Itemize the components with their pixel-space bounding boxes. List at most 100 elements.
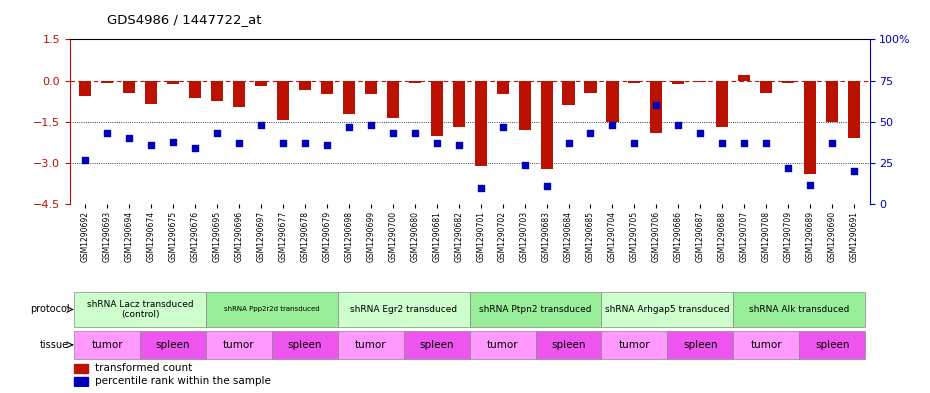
Point [846,168,861,174]
Bar [536,331,602,359]
Point [825,140,840,147]
Point [561,140,576,147]
Text: GDS4986 / 1447722_at: GDS4986 / 1447722_at [107,13,261,26]
Bar [189,81,201,98]
Bar [602,292,734,327]
Bar [782,81,794,83]
Point [143,142,158,148]
Point [803,182,817,188]
Text: shRNA Egr2 transduced: shRNA Egr2 transduced [351,305,458,314]
Point [364,122,379,128]
Bar [470,292,602,327]
Bar [474,81,486,166]
Point [275,140,290,147]
Text: shRNA Ptpn2 transduced: shRNA Ptpn2 transduced [479,305,591,314]
Point [495,124,510,130]
Text: protocol: protocol [30,305,70,314]
Bar [206,292,338,327]
Text: tumor: tumor [751,340,782,350]
Point [473,185,488,191]
Bar [343,81,355,114]
Text: spleen: spleen [551,340,586,350]
Bar [408,81,420,83]
Text: spleen: spleen [684,340,718,350]
Text: tumor: tumor [223,340,255,350]
Bar [606,81,618,122]
Bar [799,331,865,359]
Text: transformed count: transformed count [96,364,193,373]
Bar [387,81,399,118]
Bar [431,81,443,136]
Point [715,140,730,147]
Bar [140,331,206,359]
Point [737,140,751,147]
Bar [738,75,751,81]
Bar [74,292,206,327]
Text: shRNA Alk transduced: shRNA Alk transduced [749,305,849,314]
Point [100,130,114,136]
Bar [716,81,728,127]
Point [209,130,224,136]
Bar [734,331,799,359]
Text: shRNA Ppp2r2d transduced: shRNA Ppp2r2d transduced [224,307,320,312]
Text: tumor: tumor [91,340,123,350]
Bar [519,81,531,130]
Bar [145,81,157,104]
Bar [74,331,140,359]
Bar [79,81,91,95]
Text: tumor: tumor [486,340,518,350]
Point [232,140,246,147]
Text: shRNA Lacz transduced
(control): shRNA Lacz transduced (control) [86,300,193,319]
Bar [804,81,817,174]
Point [166,138,180,145]
Text: percentile rank within the sample: percentile rank within the sample [96,376,272,386]
Bar [255,81,267,86]
Bar [232,81,245,107]
Point [605,122,620,128]
Bar [760,81,772,93]
Point [627,140,642,147]
Text: shRNA Arhgap5 transduced: shRNA Arhgap5 transduced [605,305,730,314]
Bar [453,81,465,127]
Bar [540,81,552,169]
Text: spleen: spleen [815,340,849,350]
Point [759,140,774,147]
Bar [123,81,135,93]
Bar [470,331,536,359]
Bar [668,331,734,359]
Text: tumor: tumor [355,340,387,350]
Bar [826,81,838,122]
Bar [272,331,338,359]
Bar [602,331,668,359]
Text: spleen: spleen [419,340,454,350]
Bar [734,292,865,327]
Point [451,142,466,148]
Point [298,140,312,147]
Text: tumor: tumor [618,340,650,350]
Point [319,142,334,148]
Bar [101,81,113,83]
Point [385,130,400,136]
Bar [404,331,470,359]
Point [671,122,685,128]
Text: spleen: spleen [155,340,191,350]
Bar [672,81,684,84]
Bar [73,377,88,386]
Bar [299,81,311,90]
Point [539,183,554,189]
Text: spleen: spleen [287,340,322,350]
Point [430,140,445,147]
Bar [365,81,377,94]
Bar [338,292,470,327]
Point [781,165,796,171]
Point [122,135,137,141]
Bar [167,81,179,84]
Point [517,162,532,168]
Bar [206,331,272,359]
Bar [695,81,707,82]
Point [254,122,269,128]
Bar [848,81,860,138]
Bar [650,81,662,133]
Point [407,130,422,136]
Bar [211,81,223,101]
